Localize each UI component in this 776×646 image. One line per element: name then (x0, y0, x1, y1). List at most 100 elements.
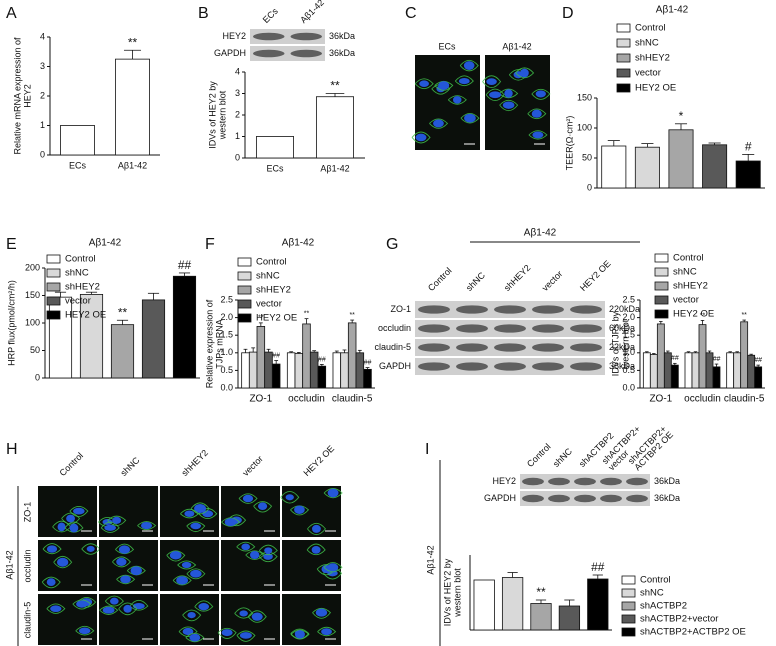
cell-border (112, 556, 131, 568)
cell-border (499, 99, 519, 112)
nucleus (86, 545, 95, 552)
blot-band (290, 32, 322, 41)
blot-band (626, 494, 648, 503)
nucleus (241, 543, 251, 551)
panel-letter: G (386, 236, 398, 253)
y-tick-label: 200 (25, 262, 40, 272)
nucleus (221, 629, 233, 637)
legend-label: Control (65, 254, 96, 265)
significance-label: ** (304, 310, 310, 317)
legend-label: shNC (65, 268, 89, 279)
legend-label: HEY2 OE (673, 309, 714, 320)
bar (241, 352, 250, 389)
bar (79, 293, 104, 379)
nucleus (50, 605, 62, 613)
bar (363, 368, 372, 389)
bar (702, 144, 728, 189)
blot-band (290, 49, 322, 58)
bar (656, 323, 665, 389)
micrograph (221, 486, 280, 537)
nucleus (285, 494, 294, 501)
significance-label: ** (330, 79, 340, 93)
nucleus (257, 502, 268, 510)
y-tick-label: 50 (30, 345, 40, 355)
bar (294, 353, 304, 389)
nucleus (102, 606, 115, 614)
x-tick-label: ECs (266, 163, 284, 173)
bar (172, 275, 197, 379)
band-name: GAPDH (379, 361, 411, 371)
bar (255, 136, 294, 159)
nucleus (194, 503, 207, 513)
y-tick-label: 100 (577, 122, 592, 132)
cell-border (107, 515, 127, 527)
cell-border (221, 517, 241, 527)
legend-label: Control (673, 253, 704, 264)
significance-label: ## (754, 357, 762, 364)
bar (302, 323, 311, 389)
cell-border (177, 560, 197, 570)
blot-band (494, 324, 526, 333)
significance-label: ** (700, 312, 706, 319)
bar (670, 364, 679, 389)
cell-border (75, 625, 95, 636)
y-tick-label: 1.0 (622, 347, 635, 357)
legend-swatch (654, 253, 669, 263)
column-label: Control (58, 451, 86, 479)
y-axis-label: TJPs mRNA (214, 319, 224, 369)
bar (332, 352, 342, 389)
y-axis-label: Relative mRNA expression of (12, 37, 22, 155)
nucleus (250, 551, 260, 560)
panel-letter: H (6, 441, 18, 458)
nucleus (251, 612, 263, 621)
blot-band (532, 343, 564, 352)
band-name: HEY2 (222, 31, 246, 41)
y-axis-label: Relative expression of (204, 299, 214, 388)
cell-border (527, 108, 547, 120)
nucleus (190, 522, 202, 530)
side-label: Aβ1-42 (4, 550, 14, 579)
blot-band (456, 343, 488, 352)
bar (256, 325, 266, 389)
legend-label: shNC (635, 38, 659, 49)
bar (587, 578, 609, 631)
cell-border (312, 607, 332, 619)
cell-border (531, 88, 551, 100)
band-name: HEY2 (492, 476, 516, 486)
panel-letter: B (198, 5, 209, 22)
legend-label: HEY2 OE (65, 310, 106, 321)
bar (733, 352, 742, 389)
cell-border (41, 576, 61, 589)
nucleus (486, 78, 497, 85)
nucleus (130, 566, 142, 576)
legend-swatch (621, 575, 636, 585)
cell-border (185, 632, 205, 643)
legend-swatch (237, 257, 252, 267)
cell-border (238, 493, 258, 504)
cell-border (323, 488, 343, 499)
cell-border (245, 550, 265, 560)
nucleus (66, 514, 75, 523)
legend-label: shNC (256, 271, 280, 282)
blot-band (532, 324, 564, 333)
blot-band (418, 362, 450, 371)
nucleus (116, 557, 127, 566)
cell-border (447, 95, 467, 105)
cell-border (454, 75, 474, 87)
significance-label: ## (671, 355, 679, 362)
legend-swatch (621, 614, 636, 624)
significance-label: ## (591, 560, 605, 574)
y-tick-label: 0 (235, 152, 240, 162)
column-label: shHEY2 (180, 448, 210, 478)
nucleus (184, 510, 195, 518)
significance-label: ## (318, 356, 326, 363)
cell-border (72, 599, 92, 610)
cell-border (172, 575, 192, 586)
y-tick-label: 1.0 (220, 347, 233, 357)
bar (668, 129, 694, 189)
bar (601, 145, 627, 189)
significance-label: ** (536, 585, 546, 599)
cell-border (434, 80, 454, 91)
legend-swatch (237, 271, 252, 281)
nucleus (46, 578, 56, 586)
